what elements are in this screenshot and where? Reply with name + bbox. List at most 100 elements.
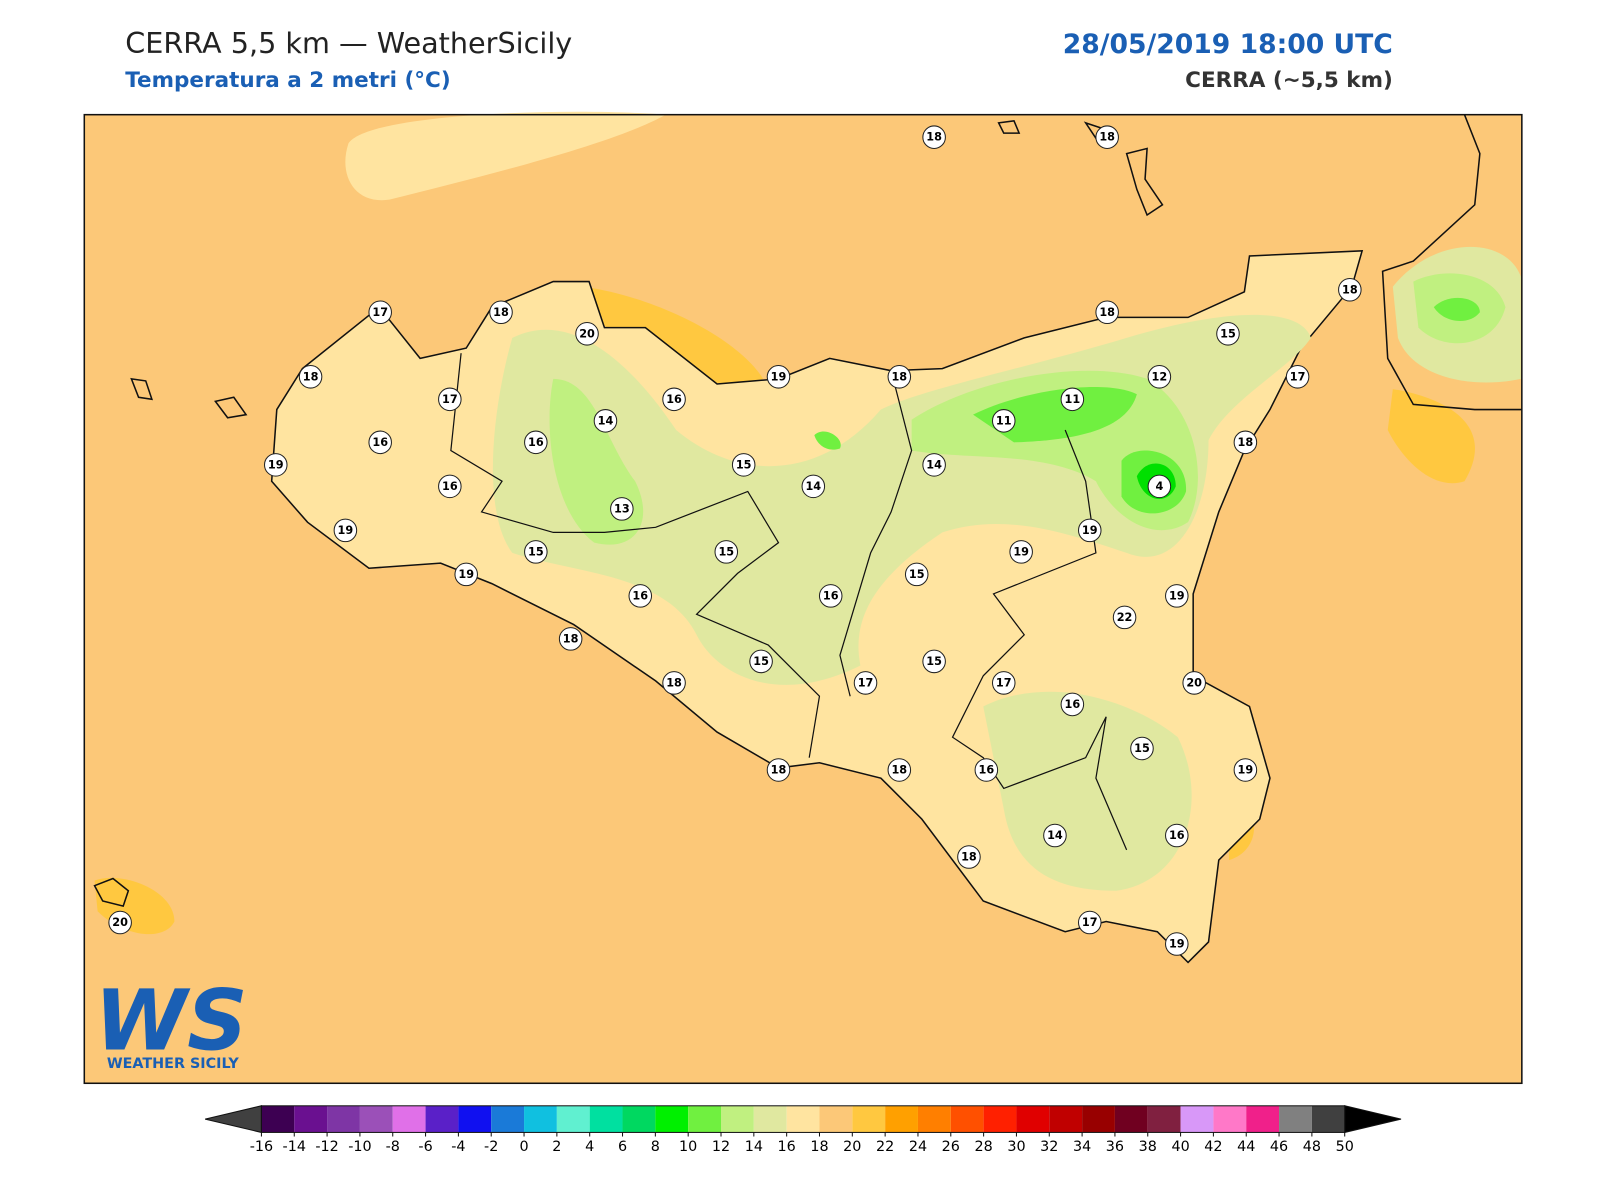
station: 13 xyxy=(610,497,634,521)
station-marker xyxy=(1147,474,1172,499)
station: 19 xyxy=(454,562,478,587)
station-marker xyxy=(1216,322,1240,346)
station: 11 xyxy=(991,409,1016,433)
datetime: 28/05/2019 18:00 UTC xyxy=(1063,29,1393,60)
station-value: 16 xyxy=(632,589,648,602)
station-marker xyxy=(1233,430,1258,455)
station-marker xyxy=(1060,387,1085,412)
colorbar-tick-label: -10 xyxy=(348,1139,371,1155)
colorbar-tick-label: 42 xyxy=(1204,1139,1222,1155)
title: CERRA 5,5 km — WeatherSicily xyxy=(125,26,572,60)
station-value: 15 xyxy=(753,655,769,668)
station-value: 22 xyxy=(1117,611,1133,624)
colorbar-swatch xyxy=(1016,1105,1050,1133)
station: 4 xyxy=(1147,474,1172,499)
station-marker xyxy=(1009,540,1033,564)
station: 14 xyxy=(593,409,618,433)
map-area xyxy=(83,111,1523,1085)
colorbar-swatch xyxy=(1082,1105,1115,1133)
station-marker xyxy=(593,409,618,433)
colorbar-tick-label: 40 xyxy=(1171,1139,1189,1155)
station-value: 20 xyxy=(112,916,128,929)
station-marker xyxy=(575,322,599,346)
station-marker xyxy=(454,562,478,587)
colorbar-swatch xyxy=(1049,1105,1083,1133)
colorbar-tick-label: -8 xyxy=(386,1139,400,1155)
station-value: 19 xyxy=(268,458,284,471)
station-marker xyxy=(922,649,946,674)
station: 20 xyxy=(575,322,599,346)
station-marker xyxy=(1147,365,1172,389)
station-marker xyxy=(438,474,462,499)
colorbar-swatch xyxy=(294,1105,328,1133)
station-value: 11 xyxy=(1065,393,1081,406)
station: 19 xyxy=(1009,540,1033,564)
station-value: 14 xyxy=(926,458,942,471)
logo-letters: WS xyxy=(95,971,248,1069)
station-value: 18 xyxy=(666,676,682,689)
station: 15 xyxy=(714,540,739,564)
colorbar-tick-label: 32 xyxy=(1040,1139,1058,1155)
station: 14 xyxy=(1043,823,1067,848)
colorbar-tick-label: 36 xyxy=(1106,1139,1124,1155)
colorbar-tick-label: 14 xyxy=(745,1139,763,1155)
colorbar-tick-label: 44 xyxy=(1237,1139,1255,1155)
station: 16 xyxy=(662,387,686,412)
colorbar-tick-label: -6 xyxy=(418,1139,432,1155)
station: 16 xyxy=(1060,692,1085,717)
station-marker xyxy=(766,758,791,782)
colorbar-tick-label: 16 xyxy=(778,1139,796,1155)
station-value: 20 xyxy=(1186,676,1202,689)
station-value: 15 xyxy=(926,655,942,668)
colorbar-tick-label: -4 xyxy=(451,1139,465,1155)
station-value: 14 xyxy=(598,414,614,427)
station: 19 xyxy=(1077,518,1102,543)
station-value: 18 xyxy=(303,370,319,383)
colorbar-tick-label: 2 xyxy=(552,1139,561,1155)
station: 19 xyxy=(333,518,358,543)
station-marker xyxy=(1043,823,1067,848)
station-marker xyxy=(1095,125,1119,149)
station-marker xyxy=(628,584,653,608)
station: 15 xyxy=(731,453,756,477)
station-marker xyxy=(558,627,583,651)
station: 18 xyxy=(1233,430,1258,455)
station-value: 19 xyxy=(1238,763,1254,776)
station: 20 xyxy=(1182,671,1206,695)
station-value: 14 xyxy=(1047,829,1063,842)
station-value: 19 xyxy=(1013,545,1029,558)
station-marker xyxy=(1060,692,1085,717)
station-value: 15 xyxy=(718,545,734,558)
station: 19 xyxy=(766,365,791,389)
station-marker xyxy=(1112,605,1137,630)
station-marker xyxy=(904,562,929,587)
station: 18 xyxy=(957,845,981,869)
station-marker xyxy=(974,758,999,782)
colorbar-swatch xyxy=(786,1105,820,1133)
station: 16 xyxy=(628,584,653,608)
station-marker xyxy=(818,584,843,608)
station-value: 4 xyxy=(1155,480,1163,493)
colorbar-tick-label: 20 xyxy=(843,1139,861,1155)
station-marker xyxy=(887,758,912,782)
station-marker xyxy=(524,540,548,564)
station: 18 xyxy=(558,627,583,651)
colorbar-tick-label: -14 xyxy=(283,1139,306,1155)
station-value: 18 xyxy=(1238,436,1254,449)
station-marker xyxy=(368,300,392,325)
station: 19 xyxy=(1165,584,1189,608)
colorbar-swatch xyxy=(885,1105,918,1133)
colorbar-over xyxy=(1344,1105,1402,1134)
station-marker xyxy=(368,430,392,455)
station-value: 16 xyxy=(1169,829,1185,842)
station-value: 16 xyxy=(666,393,682,406)
station-marker xyxy=(1095,300,1119,325)
station-value: 18 xyxy=(563,632,579,645)
station-value: 16 xyxy=(979,763,995,776)
station: 17 xyxy=(1077,910,1102,935)
colorbar-tick-label: 28 xyxy=(975,1139,993,1155)
station-value: 15 xyxy=(1134,742,1150,755)
model-label: CERRA (~5,5 km) xyxy=(1185,68,1393,93)
station: 22 xyxy=(1112,605,1137,630)
